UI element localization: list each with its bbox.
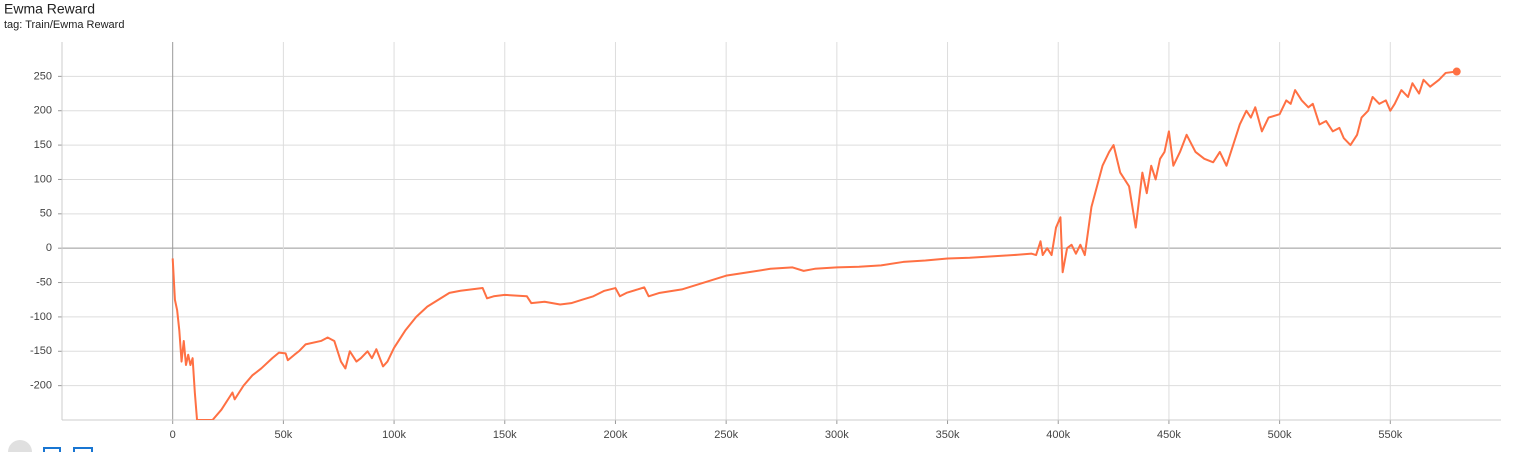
last-point (1452, 67, 1461, 76)
toolbar-button[interactable] (73, 447, 93, 452)
chart-subtitle: tag: Train/Ewma Reward (4, 19, 124, 31)
x-tick-label: 500k (1268, 429, 1292, 441)
x-tick-label: 450k (1157, 429, 1181, 441)
y-tick-label: -200 (30, 380, 52, 392)
plot-area (171, 67, 1461, 420)
x-tick-label: 0 (170, 429, 176, 441)
x-tick-label: 200k (604, 429, 628, 441)
y-tick-label: 250 (34, 70, 52, 82)
y-tick-label: 50 (40, 208, 52, 220)
grid (58, 42, 1501, 424)
toolbar-button[interactable] (8, 440, 32, 452)
y-tick-label: -50 (36, 276, 52, 288)
y-tick-label: 150 (34, 139, 52, 151)
y-tick-label: 100 (34, 173, 52, 185)
y-tick-label: 200 (34, 105, 52, 117)
x-tick-label: 400k (1046, 429, 1070, 441)
y-tick-label: -150 (30, 345, 52, 357)
toolbar-button[interactable] (43, 447, 61, 452)
series-line (171, 70, 1457, 420)
x-tick-label: 350k (936, 429, 960, 441)
x-tick-label: 150k (493, 429, 517, 441)
x-tick-label: 250k (714, 429, 738, 441)
x-tick-label: 50k (275, 429, 293, 441)
x-tick-label: 100k (382, 429, 406, 441)
y-tick-label: 0 (46, 242, 52, 254)
x-tick-label: 550k (1378, 429, 1402, 441)
x-tick-label: 300k (825, 429, 849, 441)
tick-labels: -200 -150 -100 -50 0 50 100 150 200 250 0 50k 100k 15… (30, 70, 1403, 441)
chart-title: Ewma Reward (4, 1, 95, 17)
y-tick-label: -100 (30, 311, 52, 323)
